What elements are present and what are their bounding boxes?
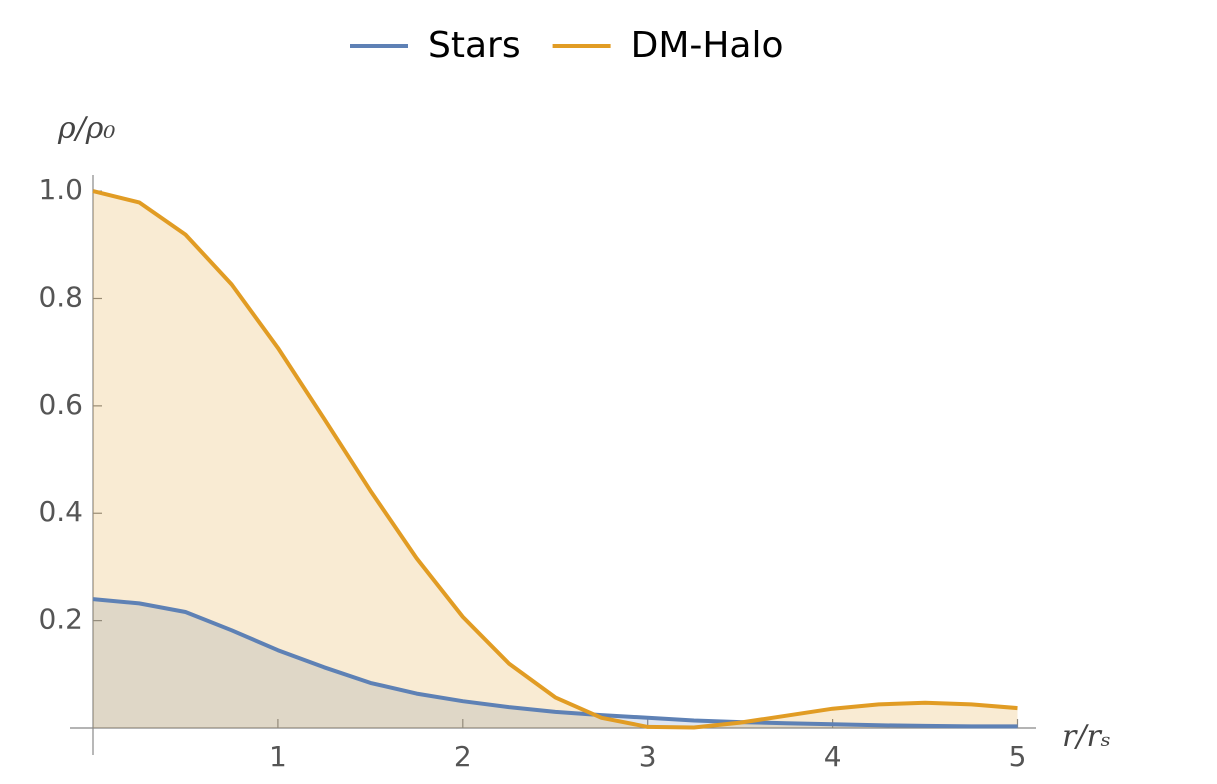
x-tick-label: 4 — [824, 740, 842, 773]
y-tick-label: 0.2 — [38, 603, 83, 636]
area-fill — [93, 191, 1018, 729]
line — [92, 597, 1018, 729]
x-tick-label: 3 — [639, 740, 657, 773]
legend-label: DM-Halo — [631, 25, 784, 66]
legend-label: Stars — [428, 25, 521, 66]
y-tick-label: 0.4 — [38, 495, 83, 528]
line — [92, 189, 1018, 730]
y-tick-label: 0.6 — [38, 388, 83, 421]
y-tick-label: 0.8 — [38, 280, 83, 313]
area-fill — [93, 599, 1018, 728]
x-tick-label: 5 — [1009, 740, 1027, 773]
x-tick-label: 1 — [269, 740, 287, 773]
y-tick-label: 1.0 — [38, 173, 83, 206]
x-tick-label: 2 — [454, 740, 472, 773]
x-axis-title: r/rₛ — [1062, 719, 1111, 754]
y-axis-title: ρ/ρ₀ — [57, 111, 115, 146]
